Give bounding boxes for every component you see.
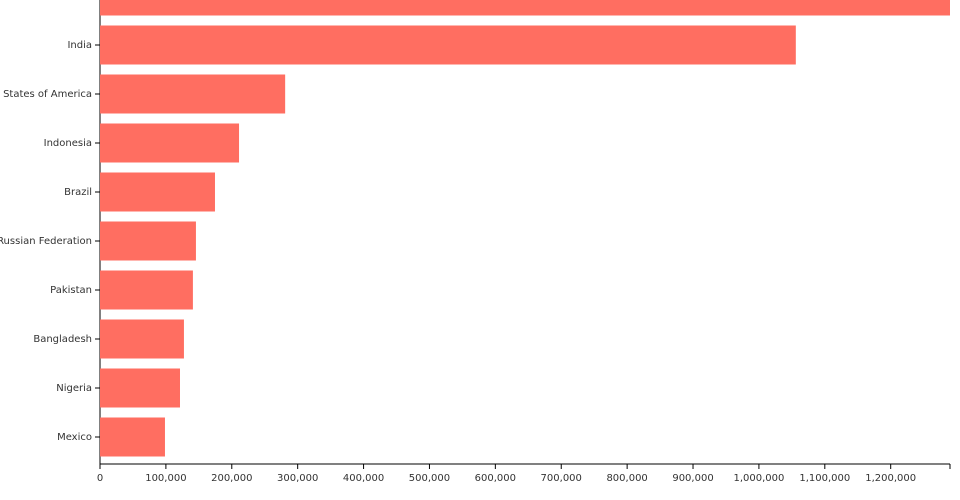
x-tick-label: 1,200,000 — [865, 473, 916, 484]
y-tick-label: Mexico — [57, 432, 92, 443]
y-tick-label: Nigeria — [56, 383, 92, 394]
bar — [100, 74, 286, 114]
y-tick-label: United States of America — [0, 89, 92, 100]
bar — [100, 270, 193, 310]
bar — [100, 417, 165, 457]
x-tick-label: 1,000,000 — [733, 473, 784, 484]
x-tick-label: 0 — [97, 473, 103, 484]
bar — [100, 221, 196, 261]
y-tick-label: Pakistan — [50, 285, 92, 296]
x-tick-label: 500,000 — [409, 473, 450, 484]
x-tick-label: 300,000 — [277, 473, 318, 484]
y-tick-label: India — [67, 40, 92, 51]
bar — [100, 0, 950, 16]
y-tick-label: Russian Federation — [0, 236, 92, 247]
x-tick-label: 700,000 — [541, 473, 582, 484]
x-tick-label: 1,100,000 — [799, 473, 850, 484]
bar — [100, 172, 215, 212]
x-tick-label: 200,000 — [211, 473, 252, 484]
x-tick-label: 100,000 — [145, 473, 186, 484]
bar — [100, 319, 184, 359]
bar — [100, 368, 180, 408]
bar — [100, 123, 240, 163]
bar — [100, 25, 796, 65]
y-tick-label: Bangladesh — [33, 334, 92, 345]
y-tick-label: Indonesia — [44, 138, 92, 149]
x-tick-label: 800,000 — [606, 473, 647, 484]
x-tick-label: 900,000 — [672, 473, 713, 484]
x-tick-label: 600,000 — [475, 473, 516, 484]
x-tick-label: 400,000 — [343, 473, 384, 484]
y-tick-label: Brazil — [64, 187, 92, 198]
